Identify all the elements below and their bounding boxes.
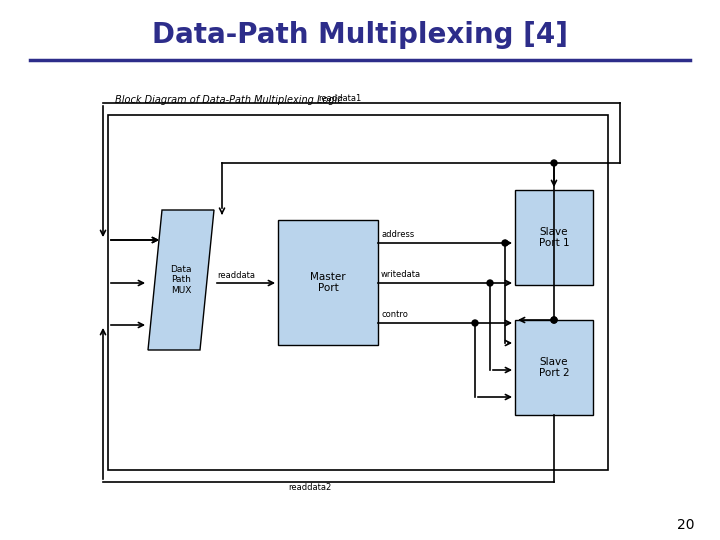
Text: address: address	[381, 230, 414, 239]
Text: writedata: writedata	[381, 270, 421, 279]
Text: Block Diagram of Data-Path Multiplexing Logic: Block Diagram of Data-Path Multiplexing …	[115, 95, 343, 105]
Circle shape	[487, 280, 493, 286]
Text: Data
Path
MUX: Data Path MUX	[170, 265, 192, 295]
Circle shape	[551, 317, 557, 323]
Bar	[515, 190, 593, 285]
Text: 20: 20	[678, 518, 695, 532]
Circle shape	[472, 320, 478, 326]
Bar	[108, 115, 608, 470]
Bar	[278, 220, 378, 345]
Text: readdata1: readdata1	[318, 94, 361, 103]
Circle shape	[551, 317, 557, 323]
Text: readdata2: readdata2	[289, 483, 332, 492]
Text: contro: contro	[381, 310, 408, 319]
Text: Data-Path Multiplexing [4]: Data-Path Multiplexing [4]	[152, 21, 568, 49]
Text: Master
Port: Master Port	[310, 272, 346, 293]
Polygon shape	[148, 210, 214, 350]
Bar	[515, 320, 593, 415]
Circle shape	[551, 160, 557, 166]
Text: readdata: readdata	[217, 271, 255, 280]
Text: Slave
Port 1: Slave Port 1	[539, 227, 570, 248]
Text: Slave
Port 2: Slave Port 2	[539, 357, 570, 379]
Circle shape	[502, 240, 508, 246]
